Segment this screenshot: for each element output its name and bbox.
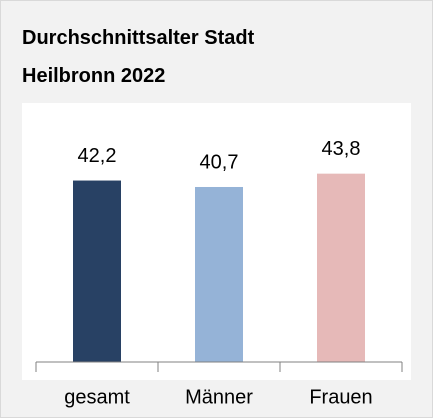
data-label: 43,8	[322, 138, 361, 160]
bar	[73, 180, 121, 362]
bar	[317, 173, 365, 362]
data-label: 40,7	[200, 151, 239, 173]
chart-title: Durchschnittsalter Stadt Heilbronn 2022	[22, 27, 255, 87]
bar	[195, 186, 243, 362]
x-tick-label: gesamt	[64, 386, 130, 408]
x-tick-label: Männer	[185, 386, 253, 408]
x-tick-label: Frauen	[309, 386, 372, 408]
data-label: 42,2	[78, 145, 117, 167]
